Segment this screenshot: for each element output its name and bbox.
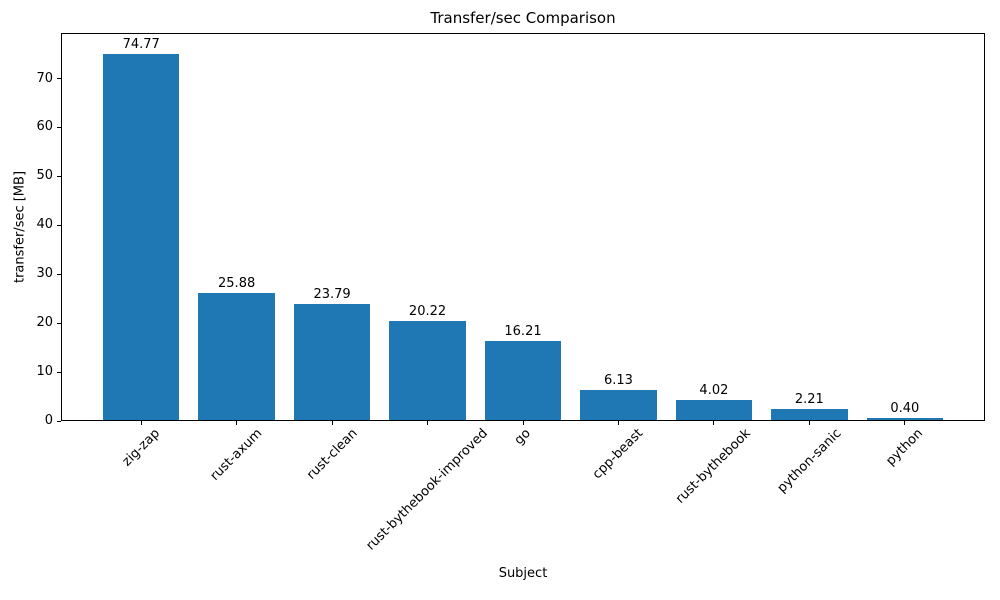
bar-value-label: 0.40 bbox=[890, 401, 920, 417]
y-tick-mark bbox=[57, 224, 61, 226]
y-tick-label: 20 bbox=[36, 315, 53, 331]
x-tick-mark bbox=[331, 421, 333, 425]
bar-python-sanic bbox=[771, 409, 848, 420]
bar-go bbox=[484, 340, 562, 420]
x-tick-mark bbox=[140, 421, 142, 425]
y-tick-mark bbox=[57, 371, 61, 373]
x-tick-label-rust-bythebook: rust-bythebook bbox=[673, 426, 755, 507]
chart-title: Transfer/sec Comparison bbox=[430, 9, 616, 27]
x-tick-label-rust-axum: rust-axum bbox=[207, 426, 266, 484]
x-tick-label-python: python bbox=[883, 426, 927, 469]
bar-value-label: 16.21 bbox=[504, 323, 542, 339]
x-tick-mark bbox=[522, 421, 524, 425]
x-tick-label-rust-bythebook-improved: rust-bythebook-improved bbox=[363, 426, 492, 554]
y-tick-label: 40 bbox=[36, 217, 53, 233]
x-tick-label-go: go bbox=[511, 426, 534, 449]
y-tick-mark bbox=[57, 78, 61, 79]
bar-value-label: 25.88 bbox=[218, 276, 256, 292]
bar-value-label: 74.77 bbox=[122, 37, 160, 53]
bar-cpp-beast bbox=[580, 390, 657, 420]
y-tick-label: 70 bbox=[36, 70, 53, 86]
y-tick-mark bbox=[57, 273, 61, 275]
y-tick-label: 60 bbox=[36, 119, 53, 135]
bar-rust-clean bbox=[293, 303, 371, 420]
x-tick-label-zig-zap: zig-zap bbox=[119, 426, 163, 470]
bar-zig-zap bbox=[103, 54, 180, 420]
y-tick-label: 30 bbox=[36, 266, 53, 282]
x-tick-label-cpp-beast: cpp-beast bbox=[590, 426, 647, 483]
bar-value-label: 4.02 bbox=[699, 383, 729, 399]
bar-value-label: 6.13 bbox=[603, 373, 633, 388]
bar-rust-bythebook-improved bbox=[389, 321, 466, 420]
y-tick-label: 50 bbox=[36, 168, 53, 184]
y-tick-mark bbox=[57, 175, 61, 177]
bar-python bbox=[866, 418, 943, 420]
y-tick-label: 0 bbox=[44, 413, 53, 428]
y-tick-mark bbox=[57, 420, 61, 422]
bar-value-label: 20.22 bbox=[408, 304, 447, 320]
x-tick-mark bbox=[808, 421, 810, 425]
bar-value-label: 23.79 bbox=[313, 286, 351, 302]
bar-rust-axum bbox=[198, 293, 275, 420]
x-tick-mark bbox=[427, 421, 429, 425]
x-tick-mark bbox=[236, 421, 238, 425]
x-tick-mark bbox=[904, 421, 906, 425]
x-axis-label: Subject bbox=[498, 566, 548, 581]
bar-value-label: 2.21 bbox=[794, 392, 824, 408]
x-tick-mark bbox=[617, 421, 619, 425]
x-tick-label-rust-clean: rust-clean bbox=[303, 426, 361, 483]
x-tick-mark bbox=[713, 421, 715, 425]
y-tick-mark bbox=[57, 322, 61, 324]
x-tick-label-python-sanic: python-sanic bbox=[774, 426, 845, 496]
y-tick-mark bbox=[57, 126, 61, 128]
bar-rust-bythebook bbox=[675, 400, 753, 420]
y-tick-label: 10 bbox=[36, 364, 53, 380]
plot-area: 74.77 25.88 23.79 20.22 16.21 6.13 4.02 2.21 0.4… bbox=[61, 33, 985, 421]
